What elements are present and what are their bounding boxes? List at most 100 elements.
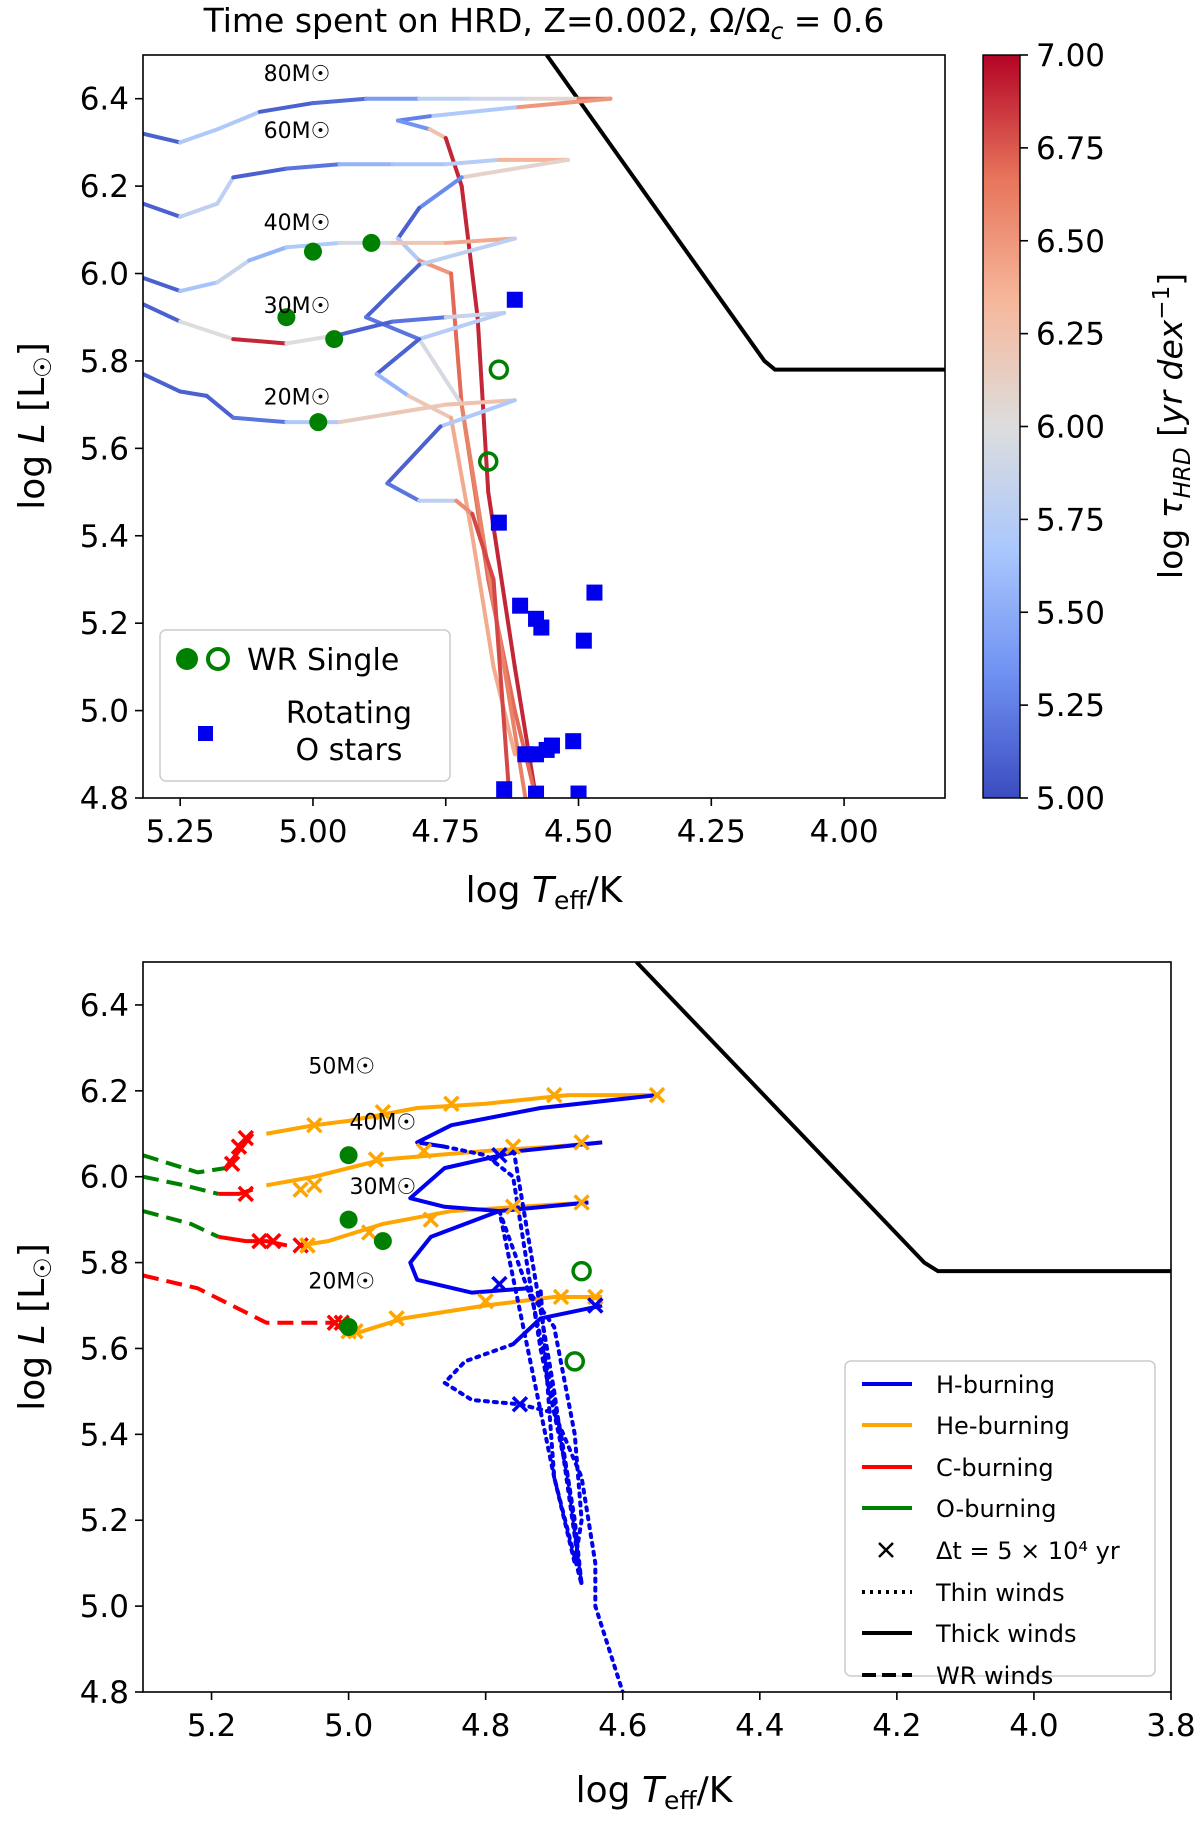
o-star-marker <box>490 514 507 531</box>
time-step-cross <box>299 1237 316 1254</box>
colorbar-tick-label: 5.75 <box>1036 502 1105 538</box>
bottom-track-segment-C-dashed <box>143 1273 335 1325</box>
o-star-marker <box>528 785 545 798</box>
time-step-cross <box>223 1155 241 1173</box>
top-track-segment <box>438 398 517 429</box>
legend-wr-open-marker <box>206 647 230 671</box>
bottom-y-tick-label: 4.8 <box>80 1675 129 1711</box>
top-track-segment <box>215 258 252 285</box>
time-step-cross <box>491 1146 508 1164</box>
time-step-cross <box>422 1211 440 1228</box>
top-track-segment <box>417 236 517 267</box>
time-step-cross <box>443 1095 460 1112</box>
time-step-cross <box>237 1129 255 1147</box>
top-track-segment <box>178 127 220 145</box>
top-track-segment <box>143 131 183 145</box>
bottom-x-tick-label: 4.8 <box>461 1708 510 1744</box>
wr-filled-marker <box>339 1210 358 1229</box>
legend-thick-winds: Thick winds <box>935 1620 1077 1648</box>
wr-filled-marker <box>339 1318 358 1336</box>
top-track-segment <box>178 201 220 219</box>
top-track-segment <box>143 302 183 324</box>
top-track-segment <box>417 337 464 407</box>
bottom-x-tick-label: 5.0 <box>324 1708 373 1744</box>
bottom-track-segment-O-dashed <box>143 1209 220 1239</box>
bottom-mass-label: 40M☉ <box>350 1110 417 1135</box>
legend-cross-marker <box>878 1542 894 1558</box>
bottom-y-tick-label: 6.4 <box>80 988 129 1024</box>
top-track-segment <box>449 271 464 407</box>
time-step-cross <box>374 1104 392 1121</box>
legend-he-burning: He-burning <box>936 1412 1070 1440</box>
top-track-30Msun-loop <box>374 310 517 757</box>
o-star-marker <box>575 632 592 649</box>
top-track-segment <box>395 205 422 241</box>
top-chart: Time spent on HRD, Z=0.002, Ω/Ωc = 0.6 8… <box>12 1 1196 915</box>
bottom-x-tick-label: 4.2 <box>872 1708 921 1744</box>
legend-time-step: Δt = 5 × 10⁴ yr <box>936 1537 1120 1565</box>
colorbar-tick-label: 6.50 <box>1036 224 1105 260</box>
time-step-cross <box>292 1237 309 1254</box>
bottom-track-segment-He-solid <box>333 1294 603 1338</box>
o-star-marker <box>543 737 560 754</box>
bottom-legend-box <box>844 1360 1156 1677</box>
wr-filled-marker <box>325 330 344 349</box>
top-y-tick-label: 5.6 <box>80 431 129 467</box>
legend-thin-winds: Thin winds <box>935 1579 1065 1607</box>
bottom-track-segment-H-dotted <box>442 1144 584 1587</box>
top-track-segment <box>143 201 183 219</box>
top-track-segment <box>443 398 517 407</box>
wr-filled-marker <box>362 233 381 252</box>
time-step-cross <box>504 1138 522 1155</box>
top-y-axis-title: log L [L☉] <box>12 342 57 510</box>
bottom-track-segment-H-solid <box>408 1140 603 1214</box>
bottom-x-tick-label: 4.4 <box>735 1708 784 1744</box>
legend-h-burning: H-burning <box>936 1371 1055 1399</box>
bottom-hd-limit-line <box>634 962 1171 1274</box>
time-step-cross <box>648 1086 666 1104</box>
top-x-tick-label: 5.00 <box>278 814 347 850</box>
colorbar-ticks: 5.00 5.25 5.50 5.75 6.00 6.25 6.50 6.75 7.00 <box>1020 38 1105 817</box>
top-track-segment <box>374 372 411 398</box>
top-track-segment <box>427 127 448 141</box>
time-step-cross <box>292 1181 309 1198</box>
top-x-axis: 5.25 5.00 4.75 4.50 4.25 4.00 <box>146 798 879 850</box>
time-step-cross <box>251 1232 268 1250</box>
top-track-20Msun-loop <box>385 398 517 798</box>
top-track-segment <box>215 175 236 206</box>
top-track-segment <box>364 262 422 320</box>
top-track-segment <box>143 372 183 394</box>
top-track-segment <box>385 481 422 503</box>
wr-open-marker <box>488 359 510 380</box>
colorbar-tick-label: 5.50 <box>1036 595 1105 631</box>
top-track-segment <box>417 175 464 210</box>
top-track-segment <box>454 498 475 516</box>
top-x-tick-label: 4.50 <box>544 814 613 850</box>
top-mass-label: 20M☉ <box>264 386 331 411</box>
bottom-x-tick-label: 4.6 <box>598 1708 647 1744</box>
time-step-cross <box>306 1177 323 1194</box>
colorbar: 5.00 5.25 5.50 5.75 6.00 6.25 6.50 6.75 7.00 log… <box>982 38 1196 817</box>
top-track-segment <box>385 424 443 486</box>
top-y-tick-label: 4.8 <box>80 781 129 817</box>
top-track-segment <box>470 511 496 582</box>
o-star-marker <box>512 597 529 614</box>
colorbar-tick-label: 6.75 <box>1036 131 1105 167</box>
bottom-track-segment-H-dotted <box>524 1286 584 1566</box>
top-track-segment <box>247 245 289 263</box>
bottom-mass-label: 50M☉ <box>308 1055 375 1080</box>
bottom-y-axis: 4.8 5.0 5.2 5.4 5.6 5.8 6.0 6.2 6.4 <box>80 988 143 1711</box>
o-star-marker <box>565 733 582 750</box>
top-y-tick-label: 5.2 <box>80 606 129 642</box>
top-track-segment <box>459 157 570 180</box>
top-track-30Msun <box>143 302 507 346</box>
top-track-segment <box>337 319 395 337</box>
bottom-track-segment-H-dotted <box>442 1342 625 1692</box>
top-y-tick-label: 5.0 <box>80 694 129 730</box>
legend-c-burning: C-burning <box>936 1454 1054 1482</box>
top-track-segment <box>470 533 496 669</box>
bottom-plot-area: 50M☉ 40M☉ 30M☉ 20M☉ <box>143 962 1171 1692</box>
bottom-x-axis-title: log Teff/K <box>576 1770 734 1815</box>
legend-wr-winds: WR winds <box>936 1662 1053 1690</box>
